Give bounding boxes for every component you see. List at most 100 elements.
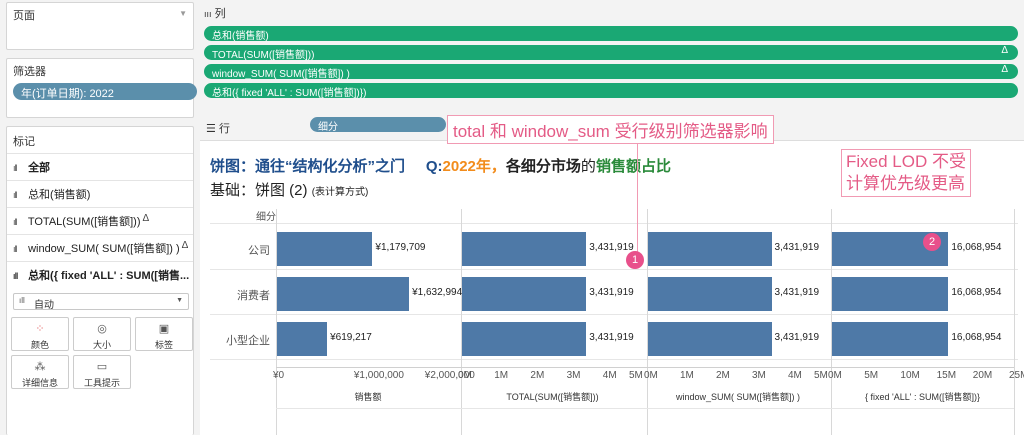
panel-divider	[831, 209, 832, 435]
data-label: ¥1,632,994	[412, 287, 463, 298]
bar-chart-icon: ıll	[13, 163, 18, 173]
bar[interactable]	[277, 277, 410, 311]
pages-card[interactable]: 页面 ▼	[6, 2, 194, 50]
bar-chart-icon: ıll	[13, 271, 19, 281]
title-part: 饼图：通往“结构化分析”之门	[210, 158, 406, 175]
annotation-window-total: total 和 window_sum 受行级别筛选器影响	[447, 115, 774, 144]
axis-tick-label: 4M	[788, 370, 802, 381]
filter-pill-order-year[interactable]: 年(订单日期): 2022	[13, 83, 197, 100]
marks-card: 标记 ıll 全部 ıll 总和(销售额) ıll TOTAL(SUM([销售额…	[6, 126, 194, 435]
delta-icon: Δ	[1001, 45, 1008, 56]
bar[interactable]	[462, 322, 587, 356]
column-pill-fixed-lod[interactable]: 总和({ fixed 'ALL' : SUM([销售额])})	[204, 83, 1018, 99]
row-pill-segment[interactable]: 细分	[310, 117, 446, 133]
marks-item-label: TOTAL(SUM([销售额]))	[27, 216, 141, 228]
size-icon: ◎	[97, 323, 107, 335]
data-label: 3,431,919	[774, 242, 820, 253]
column-pill-window-sum[interactable]: window_SUM( SUM([销售额]) ) Δ	[204, 64, 1018, 80]
rows-label: 行	[218, 123, 230, 135]
axis-tick-label: 25M	[1009, 370, 1024, 381]
bar[interactable]	[648, 232, 772, 266]
mark-type-value: 自动	[34, 300, 54, 311]
tooltip-icon: ▭	[96, 361, 108, 373]
detail-button[interactable]: ⁂ 详细信息	[11, 355, 69, 389]
title-year: 2022年，	[442, 158, 506, 175]
annotation-line: 计算优先级更高	[846, 174, 965, 193]
axis-tick-label: ¥1,000,000	[353, 370, 404, 381]
bar[interactable]	[462, 277, 587, 311]
data-label: 3,431,919	[774, 287, 820, 298]
marks-item-label: 总和({ fixed 'ALL' : SUM([销售...	[28, 270, 190, 282]
data-label: 3,431,919	[589, 332, 634, 343]
axis-tick-label: ¥2,000,000	[424, 370, 475, 381]
tooltip-button[interactable]: ▭ 工具提示	[73, 355, 131, 389]
axis-tick-label: 20M	[972, 370, 993, 381]
color-palette-icon: ⁘	[35, 323, 45, 335]
row-divider	[210, 314, 1018, 315]
segment-header: 细分	[256, 212, 276, 223]
marks-item-fixed-lod[interactable]: ıll 总和({ fixed 'ALL' : SUM([销售...	[7, 263, 193, 285]
label-button[interactable]: ▣ 标签	[135, 317, 193, 351]
axis-tick-label: 0M	[458, 370, 472, 381]
column-pill-label: 总和({ fixed 'ALL' : SUM([销售额])})	[212, 88, 367, 99]
panel-divider	[1014, 209, 1015, 435]
mark-type-select[interactable]: ıll 自动 ▼	[13, 293, 189, 311]
axis-tick-label: 5M	[814, 370, 828, 381]
data-label: ¥1,179,709	[375, 242, 426, 253]
axis-tick-label: 3M	[566, 370, 581, 381]
data-label: 16,068,954	[951, 242, 1002, 253]
subtitle-text: 基础：饼图 (2)	[210, 182, 308, 199]
label-icon: ▣	[158, 323, 170, 335]
bar[interactable]	[277, 232, 373, 266]
annotation-badge-1: 1	[626, 251, 644, 269]
marks-item-label: 总和(销售额)	[28, 189, 91, 201]
category-label: 消费者	[237, 290, 270, 302]
bar[interactable]	[648, 322, 772, 356]
rows-shelf-label: ☰ 行	[206, 120, 230, 136]
axis-tick-label: 5M	[864, 370, 879, 381]
rows-icon: ☰	[206, 123, 216, 135]
axis-tick-label: 10M	[900, 370, 920, 381]
marks-item-window-sum[interactable]: ıll window_SUM( SUM([销售额]) ) Δ	[7, 236, 193, 258]
axis-line	[276, 367, 1014, 368]
chevron-down-icon: ▼	[176, 297, 183, 304]
axis-tick-label: 1M	[680, 370, 694, 381]
bar[interactable]	[277, 322, 328, 356]
columns-shelf-label: ııı 列	[204, 5, 226, 21]
axis-tick-label: 5M	[629, 370, 643, 381]
marks-item-sum-sales[interactable]: ıll 总和(销售额)	[7, 182, 193, 204]
annotation-connector	[637, 143, 638, 257]
size-button[interactable]: ◎ 大小	[73, 317, 131, 351]
left-panel: 页面 ▼ 筛选器 年(订单日期): 2022 标记 ıll 全部 ıll 总和(…	[0, 0, 200, 435]
detail-icon: ⁂	[34, 361, 46, 373]
column-pill-total[interactable]: TOTAL(SUM([销售额])) Δ	[204, 45, 1018, 61]
bar[interactable]	[648, 277, 772, 311]
bar-chart-icon: ıll	[13, 244, 18, 254]
bar-chart-icon: ıll	[13, 190, 18, 200]
data-label: 16,068,954	[951, 332, 1002, 343]
title-part: 的	[580, 158, 596, 175]
axis-tick-label: 4M	[602, 370, 617, 381]
chevron-down-icon[interactable]: ▼	[179, 9, 187, 18]
column-pill-label: window_SUM( SUM([销售额]) )	[212, 69, 350, 80]
axis-title: { fixed 'ALL' : SUM([销售额])}	[865, 392, 980, 402]
axis-title-rule	[276, 408, 1014, 409]
data-label: ¥619,217	[330, 332, 372, 343]
subtitle-small: (表计算方式)	[311, 187, 369, 198]
marks-item-all[interactable]: ıll 全部	[7, 155, 193, 177]
tooltip-button-label: 工具提示	[83, 378, 120, 388]
title-part: 各细分市场	[505, 158, 581, 175]
size-button-label: 大小	[92, 340, 111, 350]
axis-title: 销售额	[354, 392, 382, 402]
bar[interactable]	[462, 232, 587, 266]
filters-card: 筛选器 年(订单日期): 2022	[6, 58, 197, 118]
bar[interactable]	[832, 322, 949, 356]
column-pill-sum-sales[interactable]: 总和(销售额)	[204, 26, 1018, 42]
color-button[interactable]: ⁘ 颜色	[11, 317, 69, 351]
axis-tick-label: 2M	[530, 370, 545, 381]
bar[interactable]	[832, 277, 949, 311]
row-divider	[210, 269, 1018, 270]
marks-item-label: window_SUM( SUM([销售额]) )	[28, 243, 180, 255]
marks-item-total[interactable]: ıll TOTAL(SUM([销售额])) Δ	[7, 209, 193, 231]
